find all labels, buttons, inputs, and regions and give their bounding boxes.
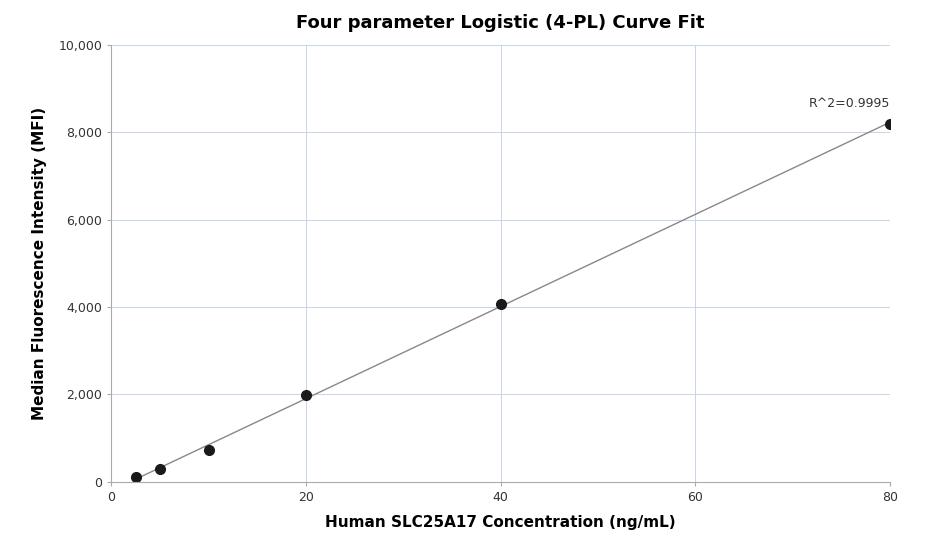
- Point: [883, 119, 897, 128]
- Point: [152, 465, 167, 474]
- Point: [298, 391, 313, 400]
- X-axis label: Human SLC25A17 Concentration (ng/mL): Human SLC25A17 Concentration (ng/mL): [325, 515, 676, 530]
- Text: R^2=0.9995: R^2=0.9995: [808, 97, 890, 110]
- Title: Four parameter Logistic (4-PL) Curve Fit: Four parameter Logistic (4-PL) Curve Fit: [297, 14, 705, 32]
- Point: [493, 300, 508, 309]
- Point: [128, 473, 143, 482]
- Point: [201, 445, 216, 454]
- Y-axis label: Median Fluorescence Intensity (MFI): Median Fluorescence Intensity (MFI): [32, 106, 47, 420]
